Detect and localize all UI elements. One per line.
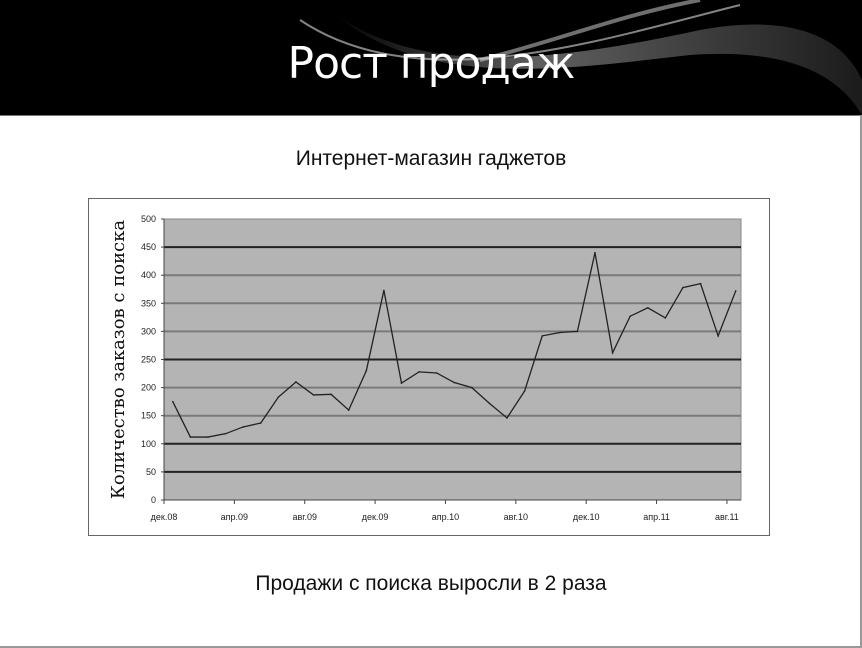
data-point [365, 369, 368, 372]
swoosh-decoration [299, 0, 862, 115]
data-point [400, 382, 403, 384]
title-banner: Рост продаж [0, 0, 862, 116]
x-tick-label: дек.10 [573, 512, 600, 522]
x-tick-label: дек.09 [362, 512, 389, 522]
x-tick-label: дек.08 [151, 512, 178, 522]
x-tick-label: авг.11 [715, 512, 739, 522]
y-tick-label: 100 [141, 439, 156, 449]
data-point [682, 286, 684, 289]
data-point [189, 436, 192, 438]
data-point [594, 251, 596, 254]
x-tick-label: апр.11 [643, 512, 670, 522]
data-point [383, 289, 385, 292]
x-tick-label: апр.09 [221, 512, 248, 522]
data-point [717, 335, 719, 337]
y-tick-label: 200 [141, 383, 156, 393]
data-point [453, 381, 456, 384]
slide-border [0, 646, 862, 648]
y-tick-label: 250 [141, 355, 156, 365]
data-point [242, 426, 244, 428]
chart-frame: 0 50 100 150 200 250 300 350 400 450 500 дек.08 апр.… [88, 198, 770, 536]
data-point [541, 335, 544, 337]
y-axis-label: Количество заказов с поиска [108, 220, 129, 499]
data-point [629, 315, 631, 318]
y-tick-label: 500 [141, 214, 156, 224]
y-tick-label: 300 [141, 326, 156, 336]
data-point [224, 432, 227, 435]
x-tick-label: апр.10 [432, 512, 459, 522]
data-point [330, 393, 332, 396]
data-point [259, 422, 262, 424]
y-tick-label: 350 [141, 298, 156, 308]
slide-title: Рост продаж [287, 38, 576, 89]
y-tick-label: 0 [151, 495, 156, 505]
y-tick-label: 450 [141, 242, 156, 252]
data-point [347, 409, 350, 411]
slide-border [860, 115, 862, 648]
y-tick-label: 150 [141, 411, 156, 421]
x-tick-label: авг.10 [504, 512, 528, 522]
data-point [207, 436, 209, 438]
data-point [646, 306, 649, 309]
data-point [418, 371, 420, 373]
data-point [171, 400, 174, 403]
data-point [295, 381, 297, 383]
line-chart: 0 50 100 150 200 250 300 350 400 450 500 дек.08 апр.… [108, 214, 742, 522]
data-point [699, 282, 702, 285]
chart-subtitle: Интернет-магазин гаджетов [295, 147, 567, 170]
y-tick-label: 50 [146, 467, 156, 477]
slide-conclusion: Продажи с поиска выросли в 2 раза [255, 572, 607, 595]
data-point [506, 417, 508, 419]
data-point [471, 386, 473, 389]
data-point [559, 331, 561, 334]
data-point [734, 290, 737, 292]
y-tick-label: 400 [141, 270, 156, 280]
data-point [576, 330, 579, 333]
x-tick-label: авг.09 [292, 512, 316, 522]
data-point [435, 372, 438, 374]
data-point [611, 351, 614, 354]
data-point [488, 402, 491, 405]
data-point [523, 390, 526, 392]
data-point [312, 394, 315, 396]
data-point [277, 396, 280, 398]
data-point [664, 317, 667, 319]
